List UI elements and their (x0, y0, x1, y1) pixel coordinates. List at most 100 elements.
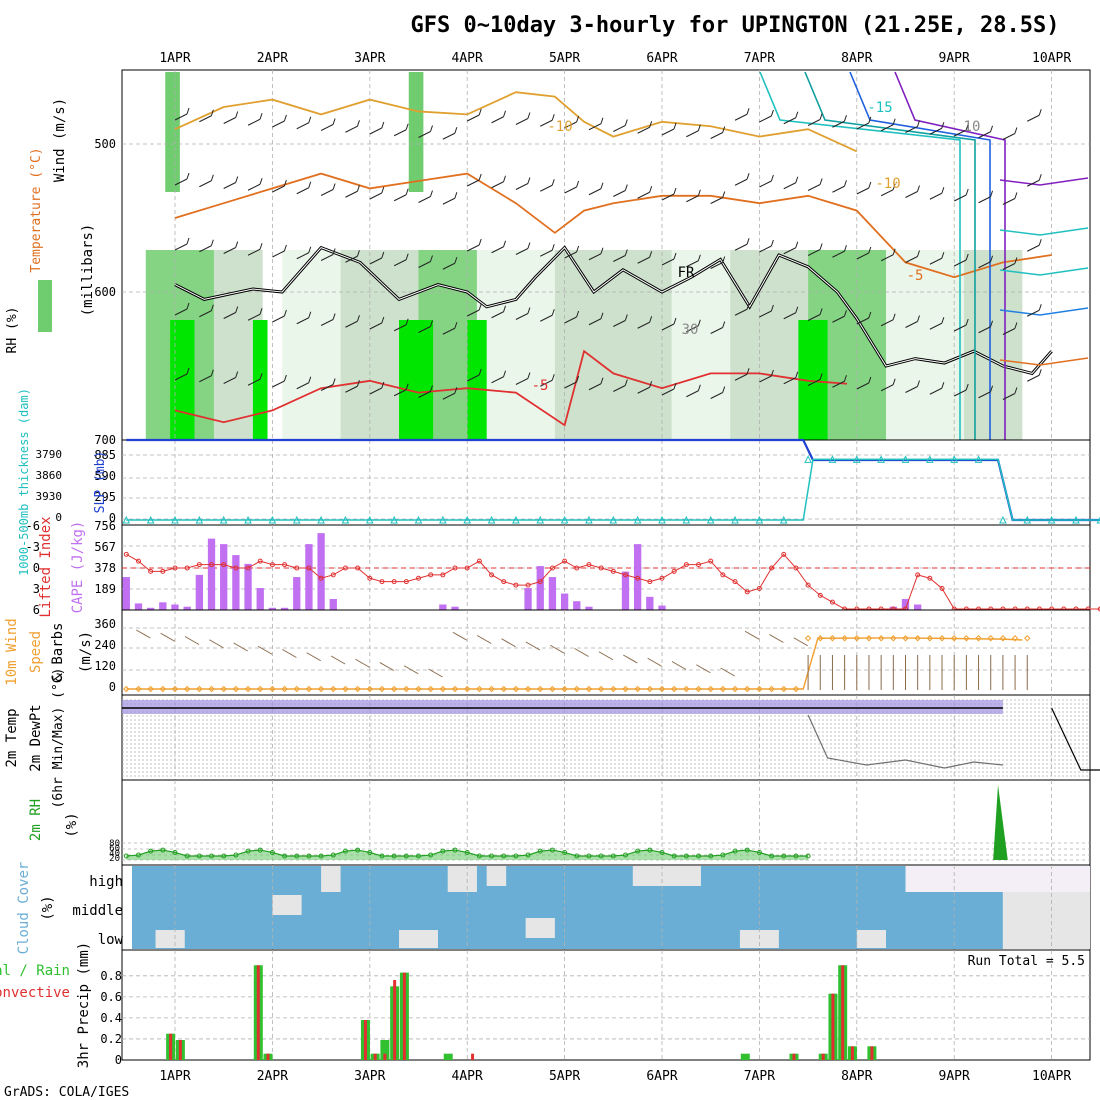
wind-barb-flag (283, 309, 287, 317)
lifted-index-point (355, 565, 361, 571)
wind-barb-flag (430, 255, 433, 262)
wind-barb-flag (795, 176, 799, 183)
wind-barb-flag (210, 109, 214, 116)
wind-axis-title: Wind (m/s) (52, 98, 68, 182)
wind-barb-flag (454, 322, 458, 329)
wind-barb (199, 245, 212, 253)
cape-bar (256, 588, 264, 610)
wind-barb (807, 119, 821, 126)
rh-2m-point (416, 853, 421, 859)
wind-barb (320, 124, 334, 131)
lifted-index-point (708, 558, 714, 564)
wind-barb-flag (356, 380, 360, 387)
cape-bar (134, 603, 143, 610)
rh-2m-point (744, 847, 750, 853)
lifted-index-point (756, 586, 762, 591)
rh-shade-upper (165, 72, 180, 192)
cape-bar (585, 606, 593, 610)
wind-barb-flag (259, 308, 263, 315)
wind-barb (272, 250, 285, 258)
wind-barb-flag (649, 121, 653, 128)
lifted-index-point (245, 565, 251, 571)
precip-total-bar (380, 1040, 390, 1060)
wind-barb (978, 326, 991, 334)
rh-tick-label: 80 (109, 839, 120, 849)
wind-barb-flag (332, 313, 336, 320)
cape-bar (305, 544, 313, 610)
wind-barb (247, 313, 261, 321)
wind-barb (466, 374, 480, 382)
wind-barb-flag (965, 253, 969, 261)
wind-barb (783, 377, 796, 385)
wind-barb-flag (624, 184, 628, 191)
precip-conv-bar (383, 1053, 387, 1060)
rh-2m-point (464, 849, 470, 855)
top-date-label: 8APR (841, 51, 872, 66)
surface-wind-barb (452, 631, 468, 641)
wind-barb (880, 319, 894, 327)
wind-barb (540, 184, 553, 192)
wind-speed-marker (902, 635, 909, 642)
rh-legend-swatch (38, 280, 52, 332)
thickness-tick-label: 3930 (36, 490, 63, 503)
cape-bar (573, 601, 581, 610)
wind-barb-flag (356, 250, 360, 257)
surface-wind-barb (306, 652, 321, 662)
wind-barb-flag (917, 380, 920, 387)
precip-conv-bar (256, 965, 260, 1060)
bottom-date-label: 3APR (354, 1069, 385, 1084)
lifted-index-point (342, 565, 348, 571)
bottom-date-axis: 1APR 2APR 3APR 4APR 5APR 6APR 7APR 8APR 9APR 10AP… (159, 1069, 1071, 1084)
wind-tick-label: 240 (94, 638, 116, 652)
wind-barb (759, 245, 772, 253)
wind-barb (832, 380, 845, 388)
wind-barb-flag (868, 311, 872, 319)
wind-barb-flag (868, 181, 872, 189)
wind-speed-marker (451, 685, 459, 693)
wind-speed-marker (269, 685, 276, 693)
wind-barb-flag (1038, 369, 1042, 376)
wind-barb (686, 390, 699, 398)
wind-barb (759, 310, 772, 318)
pressure-tick-label: 600 (94, 285, 116, 299)
top-date-label: 10APR (1032, 51, 1071, 66)
wind-barb-flag (941, 382, 945, 389)
wind-barb (515, 118, 529, 125)
thickness-marker (244, 515, 252, 524)
wind-barb-flag (454, 192, 458, 199)
wind-barb-flag (941, 187, 945, 194)
li-tick-label: 3 (33, 582, 40, 596)
wind-barb-flag (576, 310, 580, 318)
precip-conv-bar (850, 1046, 854, 1060)
wind-tick-label: 360 (94, 617, 116, 631)
wind-barb-flag (746, 238, 750, 245)
wind-barb-flag (551, 114, 555, 121)
wind-barb (978, 131, 991, 139)
cold-isotherm-line (849, 71, 991, 440)
lifted-index-point (135, 558, 141, 564)
rh-2m-point (659, 849, 665, 855)
cape-bar (268, 607, 277, 610)
wind-speed-marker (731, 685, 739, 693)
wind-barb-flag (1014, 387, 1018, 394)
wind-barb (320, 189, 334, 196)
top-date-label: 6APR (646, 51, 677, 66)
wind-speed-marker (293, 685, 300, 693)
wind-barb (637, 386, 650, 394)
surface-wind-barb (744, 630, 760, 640)
surface-wind-barb (550, 644, 565, 654)
wind-barb-flag (673, 382, 677, 390)
thickness-marker (585, 515, 593, 524)
wind-barb-flag (503, 175, 507, 182)
wind-barb (564, 381, 577, 389)
thickness-marker (390, 515, 398, 524)
cape-bar (633, 544, 642, 610)
contour-label: -10 (547, 119, 572, 135)
wind-barb-flag (770, 239, 774, 247)
rh-2m-point (476, 853, 482, 859)
wind-barb-flag (746, 303, 750, 310)
wind-barb (393, 194, 407, 202)
surface-wind-barb (793, 637, 808, 647)
wind-barb (905, 191, 918, 198)
cloud-unit-title: (%) (40, 895, 56, 920)
